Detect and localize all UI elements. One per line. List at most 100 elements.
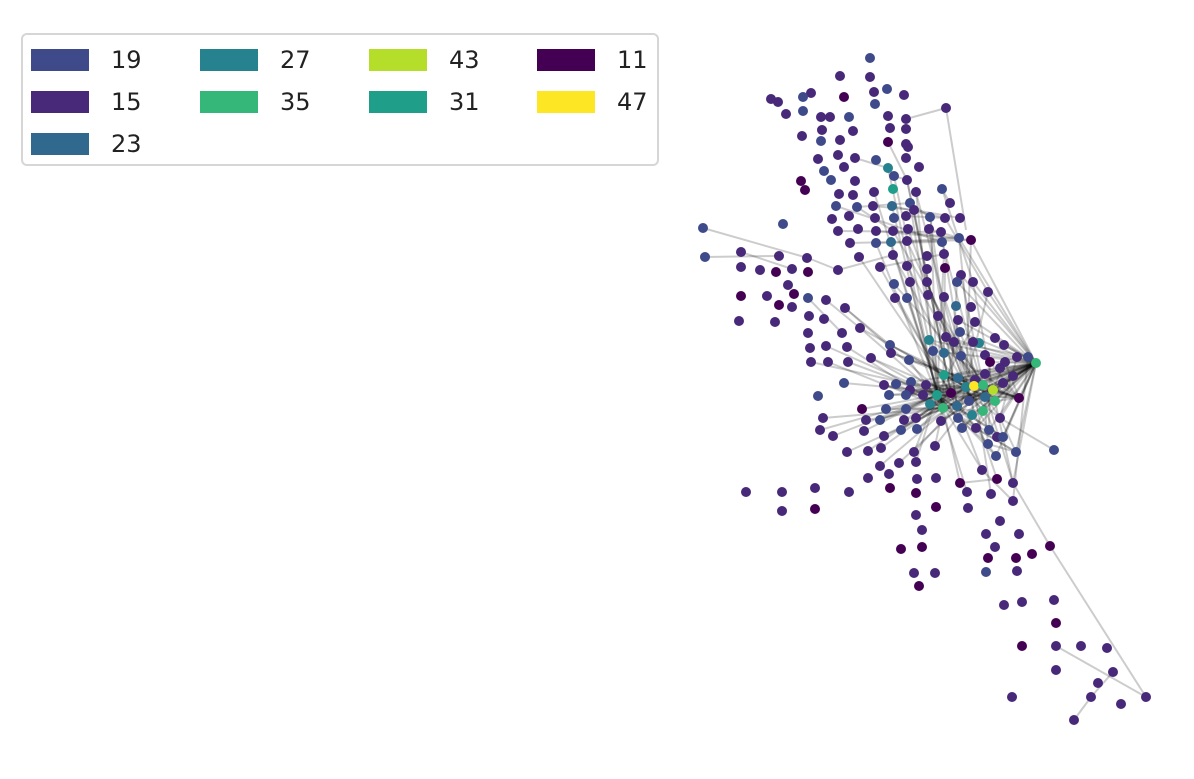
node	[1027, 549, 1037, 559]
edge	[835, 205, 943, 243]
legend-label: 19	[111, 46, 142, 74]
node	[911, 457, 921, 467]
legend-entry: 43	[369, 46, 480, 74]
node	[955, 327, 965, 337]
edge	[1055, 645, 1147, 698]
node	[823, 357, 833, 367]
node	[940, 213, 950, 223]
node	[904, 355, 914, 365]
edge	[909, 202, 944, 409]
edge	[844, 307, 958, 407]
node	[939, 348, 949, 358]
node	[970, 317, 980, 327]
node	[821, 341, 831, 351]
node	[902, 236, 912, 246]
node	[1049, 595, 1059, 605]
node	[869, 87, 879, 97]
edge	[999, 417, 1017, 453]
node	[803, 293, 813, 303]
edge	[936, 321, 976, 396]
edge-layer	[702, 107, 1147, 721]
node	[1108, 667, 1118, 677]
edge	[989, 361, 1037, 364]
node	[894, 458, 904, 468]
legend-label: 23	[111, 130, 142, 158]
node	[857, 404, 867, 414]
edge	[934, 407, 944, 447]
node	[925, 399, 935, 409]
edge	[937, 315, 984, 386]
legend-label: 35	[280, 88, 311, 116]
edge	[889, 344, 967, 388]
node	[980, 369, 990, 379]
node	[833, 150, 843, 160]
node	[886, 237, 896, 247]
edge	[1012, 362, 1037, 484]
node	[985, 357, 995, 367]
edge	[994, 362, 1037, 402]
node	[903, 142, 913, 152]
node	[854, 252, 864, 262]
node	[901, 390, 911, 400]
legend-label: 43	[449, 46, 480, 74]
edge	[905, 394, 938, 410]
node	[886, 348, 896, 358]
node	[1086, 692, 1096, 702]
edge	[973, 385, 992, 495]
edge	[905, 107, 947, 120]
node	[980, 350, 990, 360]
legend: 19 15 23 27 35 43 31 11 47	[21, 33, 659, 166]
node	[899, 415, 909, 425]
node	[1141, 692, 1151, 702]
node	[850, 153, 860, 163]
edge	[1049, 545, 1147, 698]
edge	[975, 361, 1006, 429]
node	[777, 487, 787, 497]
node	[995, 363, 1005, 373]
node	[984, 425, 994, 435]
node	[912, 424, 922, 434]
node	[819, 314, 829, 324]
node	[931, 473, 941, 483]
edge	[1012, 482, 1051, 547]
node	[789, 289, 799, 299]
node	[978, 406, 988, 416]
node	[1007, 692, 1017, 702]
node	[842, 447, 852, 457]
node	[998, 432, 1008, 442]
node	[896, 544, 906, 554]
edge	[890, 241, 944, 409]
node	[875, 262, 885, 272]
node	[700, 252, 710, 262]
edge	[844, 307, 891, 346]
node	[952, 277, 962, 287]
node	[930, 568, 940, 578]
node	[983, 439, 993, 449]
node	[736, 291, 746, 301]
node	[835, 135, 845, 145]
node	[839, 378, 849, 388]
legend-entry: 47	[537, 88, 648, 116]
edge	[958, 237, 975, 387]
edge	[936, 253, 945, 396]
node	[817, 125, 827, 135]
edge	[837, 254, 894, 271]
node	[903, 224, 913, 234]
node	[952, 401, 962, 411]
edge	[740, 251, 793, 270]
node	[885, 123, 895, 133]
node	[781, 109, 791, 119]
edge	[915, 386, 967, 419]
legend-swatch	[369, 49, 427, 71]
node	[966, 302, 976, 312]
node	[969, 381, 979, 391]
node	[816, 112, 826, 122]
node	[956, 351, 966, 361]
edge	[929, 216, 958, 407]
node	[957, 423, 967, 433]
edge	[906, 237, 960, 242]
node	[833, 226, 843, 236]
node	[918, 390, 928, 400]
node	[901, 153, 911, 163]
